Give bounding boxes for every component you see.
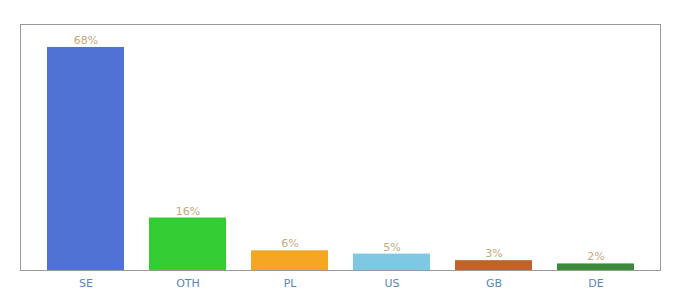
svg-text:GB: GB [486, 277, 502, 290]
svg-text:PL: PL [284, 277, 298, 290]
svg-text:US: US [384, 277, 399, 290]
svg-text:2%: 2% [587, 250, 604, 263]
svg-text:16%: 16% [176, 205, 200, 218]
svg-text:68%: 68% [74, 34, 98, 47]
svg-text:5%: 5% [383, 241, 400, 254]
svg-text:3%: 3% [485, 247, 502, 260]
svg-text:6%: 6% [281, 237, 298, 250]
svg-text:SE: SE [79, 277, 93, 290]
svg-text:DE: DE [588, 277, 603, 290]
svg-text:OTH: OTH [176, 277, 200, 290]
